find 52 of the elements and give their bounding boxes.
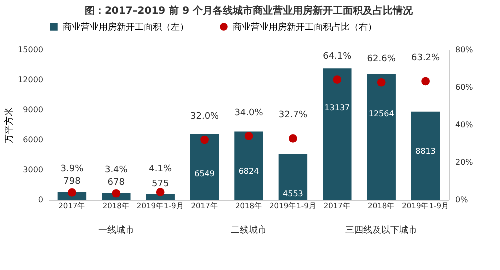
bar bbox=[323, 68, 352, 200]
legend-label: 商业营业用房新开工面积占比（右） bbox=[233, 22, 377, 33]
point bbox=[422, 77, 430, 86]
data-label: 12564 bbox=[368, 109, 394, 118]
data-label: 32.0% bbox=[190, 112, 220, 122]
data-label: 32.7% bbox=[278, 110, 308, 121]
point bbox=[377, 78, 386, 87]
y-tick-label: 6000 bbox=[23, 136, 44, 144]
y2-tick-label: 60% bbox=[456, 83, 474, 92]
text: 二线城市 bbox=[231, 225, 267, 236]
data-label: 62.6% bbox=[367, 54, 396, 65]
data-label: 6549 bbox=[194, 170, 215, 179]
y-tick-label: 12000 bbox=[18, 76, 44, 84]
bar bbox=[190, 134, 220, 200]
y-axis-title: 万平方米 bbox=[4, 108, 16, 144]
y-tick-label: 9000 bbox=[23, 106, 44, 114]
data-label: 8813 bbox=[416, 146, 436, 156]
data-label: 6824 bbox=[238, 166, 260, 176]
point bbox=[333, 76, 342, 84]
legend-label: 商业营业用房新开工面积（左） bbox=[63, 22, 189, 33]
y-tick-label: 0 bbox=[38, 196, 44, 204]
y-tick-label: 15000 bbox=[18, 46, 44, 54]
y2-tick-label: 40% bbox=[456, 120, 474, 130]
data-label: 4.1% bbox=[149, 164, 172, 174]
bar bbox=[278, 154, 308, 200]
data-label: 798 bbox=[64, 177, 82, 188]
bar bbox=[367, 74, 396, 200]
data-label: 13137 bbox=[324, 104, 350, 113]
bar bbox=[411, 112, 440, 200]
bar bbox=[234, 132, 264, 200]
point bbox=[200, 136, 209, 144]
point bbox=[112, 189, 121, 198]
data-label: 34.0% bbox=[234, 108, 264, 118]
data-label: 3.9% bbox=[60, 164, 84, 175]
text: 三四线及以下城市 bbox=[346, 225, 418, 236]
point bbox=[289, 134, 298, 143]
point bbox=[68, 188, 76, 197]
y2-tick-label: 0% bbox=[456, 196, 469, 204]
data-label: 575 bbox=[152, 179, 170, 190]
text: 一线城市 bbox=[98, 225, 134, 236]
data-label: 4553 bbox=[283, 189, 304, 198]
data-label: 64.1% bbox=[323, 52, 352, 62]
point bbox=[156, 188, 165, 196]
y2-tick-label: 80% bbox=[456, 46, 474, 54]
point bbox=[244, 132, 254, 140]
data-label: 678 bbox=[108, 178, 126, 188]
y2-tick-label: 20% bbox=[456, 158, 474, 167]
y-tick-label: 3000 bbox=[23, 166, 44, 174]
chart-title: 图：2017–2019 前 9 个月各线城市商业营业用房新开工面积及占比情况 bbox=[84, 5, 414, 17]
data-label: 3.4% bbox=[104, 166, 128, 176]
bar bbox=[146, 194, 175, 200]
data-label: 63.2% bbox=[412, 54, 441, 64]
